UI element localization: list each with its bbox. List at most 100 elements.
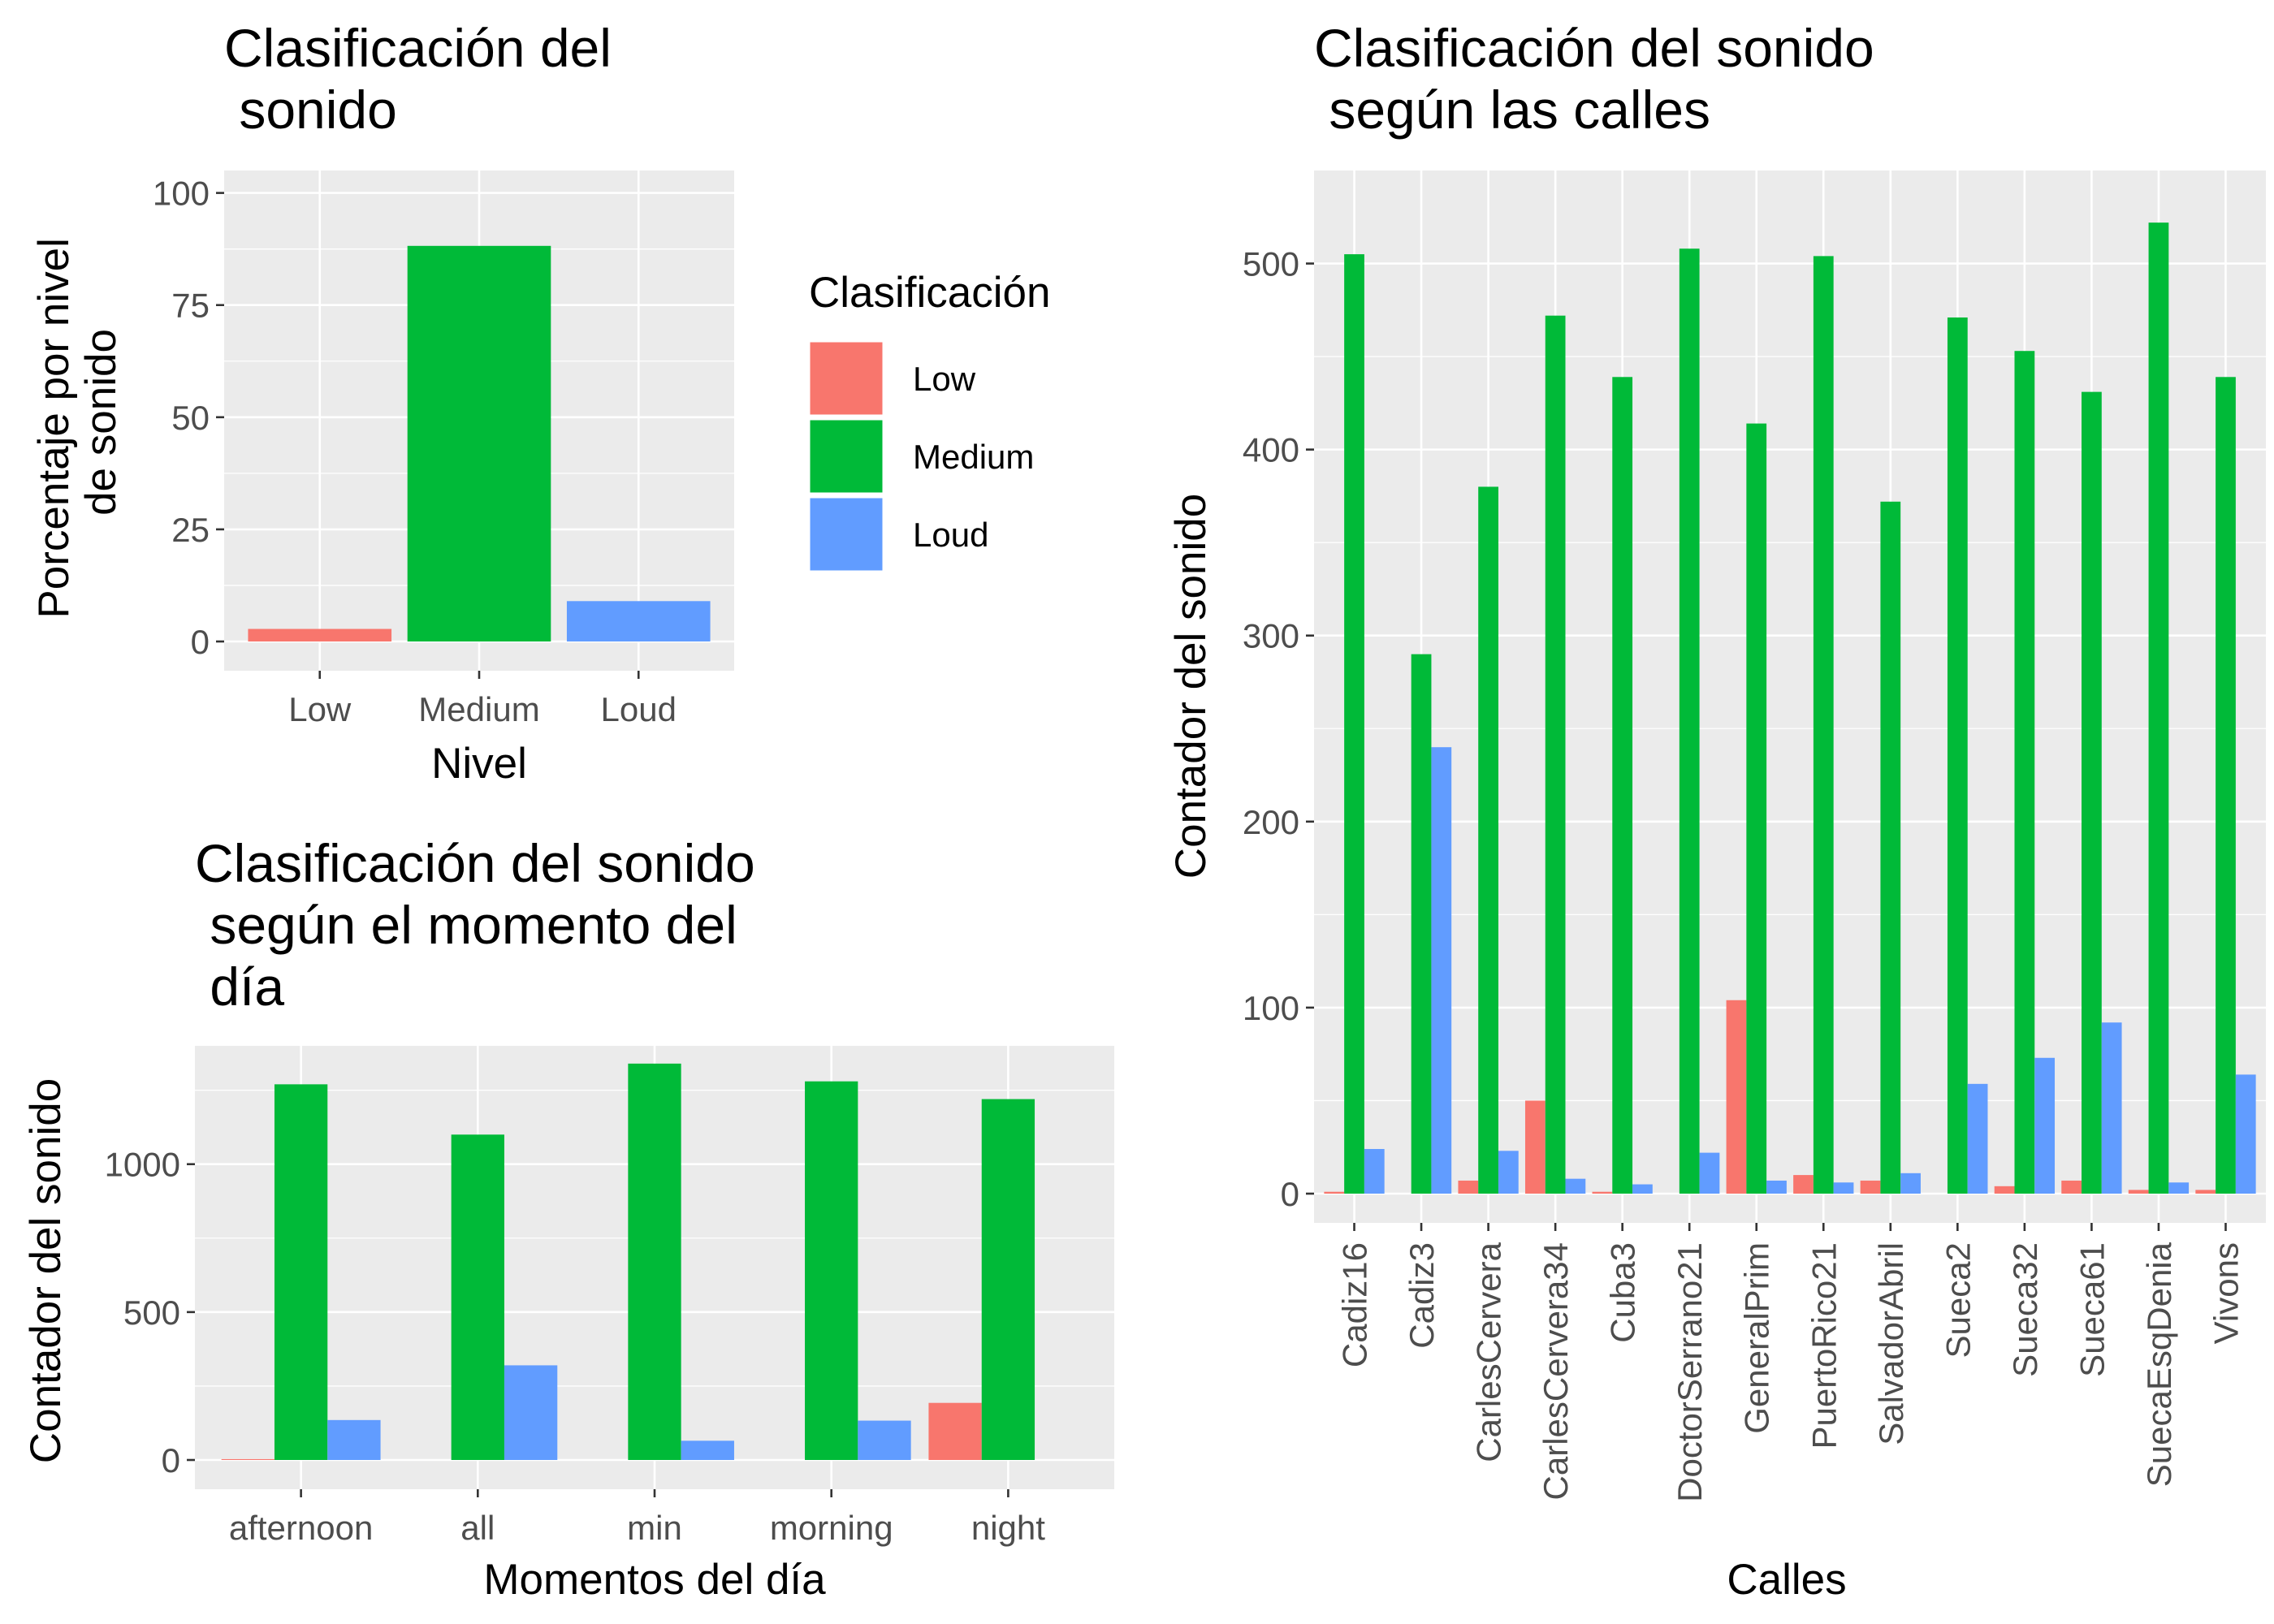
bar-loud-min [681,1440,734,1460]
y-tick-label: 300 [1243,617,1299,655]
bar-low-PuertoRico21 [1793,1175,1814,1194]
bar-medium-GeneralPrim [1746,423,1767,1194]
legend-label-low: Low [913,360,976,398]
bar-medium-DoctorSerrano21 [1679,248,1700,1194]
y-tick-label: 400 [1243,431,1299,469]
y-tick-label: 25 [171,511,210,549]
x-tick-label: Cadiz16 [1336,1242,1374,1367]
bar-loud-Vivons [2235,1074,2256,1194]
bar-medium-Sueca2 [1947,317,1968,1194]
bar-loud-SalvadorAbril [1900,1173,1921,1194]
chart-nivel-plot: 0 25 50 75 100 Low Medium Loud [153,171,734,728]
x-tick-label: Cuba3 [1604,1242,1642,1343]
bar-medium-Sueca61 [2082,391,2102,1194]
bar-medium-PuertoRico21 [1813,256,1834,1194]
bar-loud-GeneralPrim [1766,1180,1787,1194]
bar-loud-all [504,1365,558,1460]
bar-medium-morning [805,1081,858,1460]
chart-calles-title: Clasificación del sonido según las calle… [1314,18,1889,140]
y-tick-label: 50 [171,399,210,437]
legend-keys: Low Medium Loud [807,339,1034,573]
x-tick-label: night [971,1509,1045,1547]
chart-nivel-y-axis-title: Porcentaje por nivel de sonido [30,226,125,618]
legend-label-loud: Loud [913,516,988,554]
bar-low-Sueca32 [1994,1186,2015,1194]
x-tick-label: SuecaEsqDenia [2140,1242,2178,1487]
x-tick-label: morning [770,1509,893,1547]
bar-loud-PuertoRico21 [1833,1182,1854,1194]
chart-nivel: Clasificación del sonido 0 25 50 75 100 Low Me… [30,18,734,788]
bar-loud-Sueca2 [1967,1083,1988,1194]
bar-low-GeneralPrim [1726,1000,1747,1194]
x-tick-label: Medium [418,690,539,728]
bar-low-Cadiz16 [1324,1191,1345,1194]
bar-low-SuecaEsqDenia [2128,1190,2149,1194]
bar-medium-Cadiz16 [1344,254,1364,1194]
x-tick-label: all [460,1509,495,1547]
x-tick-label: Loud [601,690,677,728]
x-tick-label: min [627,1509,682,1547]
x-tick-label: Low [288,690,352,728]
bar-low-afternoon [221,1458,275,1460]
bar-low-CarlesCervera34 [1524,1100,1546,1194]
bar-loud-Cadiz3 [1431,747,1452,1194]
bar-loud-CarlesCervera34 [1565,1178,1586,1194]
y-tick-label: 100 [153,175,210,213]
bar-loud-Sueca61 [2101,1022,2122,1194]
y-tick-label: 1000 [105,1146,180,1184]
y-tick-label: 100 [1243,989,1299,1027]
bar-medium-CarlesCervera34 [1545,315,1566,1194]
x-tick-label: CarlesCervera [1470,1242,1508,1462]
y-tick-label: 500 [123,1294,180,1332]
legend-key-low [807,339,885,417]
bar-medium-night [981,1099,1035,1460]
plot-panel [1314,171,2266,1223]
bar-low-SalvadorAbril [1860,1180,1881,1194]
legend: Clasificación Low Medium Loud [807,269,1051,573]
bar-medium-Cadiz3 [1411,654,1432,1194]
x-tick-label: Sueca2 [1939,1242,1977,1358]
chart-momento-title: Clasificación del sonido según el moment… [195,833,770,1017]
bar-low-Vivons [2195,1190,2216,1194]
bar-Low [248,628,392,641]
y-tick-label: 75 [171,287,210,325]
bar-loud-Cadiz16 [1364,1149,1385,1194]
bar-medium-SuecaEsqDenia [2148,222,2169,1194]
bar-medium-Sueca32 [2014,351,2035,1194]
bar-medium-all [451,1134,504,1460]
x-tick-label: PuertoRico21 [1805,1242,1843,1449]
bar-loud-morning [858,1420,911,1460]
legend-key-medium [807,417,885,495]
bar-loud-CarlesCervera [1498,1151,1519,1194]
bar-loud-DoctorSerrano21 [1699,1152,1720,1194]
bar-Medium [407,245,551,641]
chart-momento: Clasificación del sonido según el moment… [22,833,1114,1604]
bar-low-Sueca61 [2061,1180,2082,1194]
y-tick-label: 0 [191,623,210,661]
bar-low-Cuba3 [1592,1191,1613,1194]
legend-label-medium: Medium [913,438,1034,476]
chart-nivel-title: Clasificación del sonido [224,18,626,140]
x-tick-label: CarlesCervera34 [1537,1242,1575,1500]
x-tick-label: GeneralPrim [1738,1242,1776,1434]
legend-key-loud [807,495,885,573]
legend-title: Clasificación [809,269,1051,317]
x-tick-label: Sueca32 [2006,1242,2044,1377]
bar-medium-afternoon [274,1084,328,1460]
x-tick-label: SalvadorAbril [1872,1242,1910,1445]
chart-calles-x-axis-title: Calles [1727,1556,1846,1604]
bar-low-night [928,1402,982,1460]
x-tick-label: Vivons [2207,1242,2245,1344]
y-tick-label: 0 [162,1441,180,1479]
bar-loud-SuecaEsqDenia [2168,1182,2190,1194]
bar-medium-CarlesCervera [1478,486,1498,1194]
chart-momento-x-axis-title: Momentos del día [483,1556,826,1604]
y-tick-label: 0 [1281,1175,1299,1213]
bar-medium-Cuba3 [1612,377,1633,1194]
y-tick-label: 200 [1243,803,1299,841]
bar-loud-Sueca32 [2034,1057,2056,1194]
bar-loud-Cuba3 [1632,1184,1653,1194]
chart-momento-y-axis-title: Contador del sonido [22,1078,70,1463]
x-tick-label: afternoon [229,1509,373,1547]
